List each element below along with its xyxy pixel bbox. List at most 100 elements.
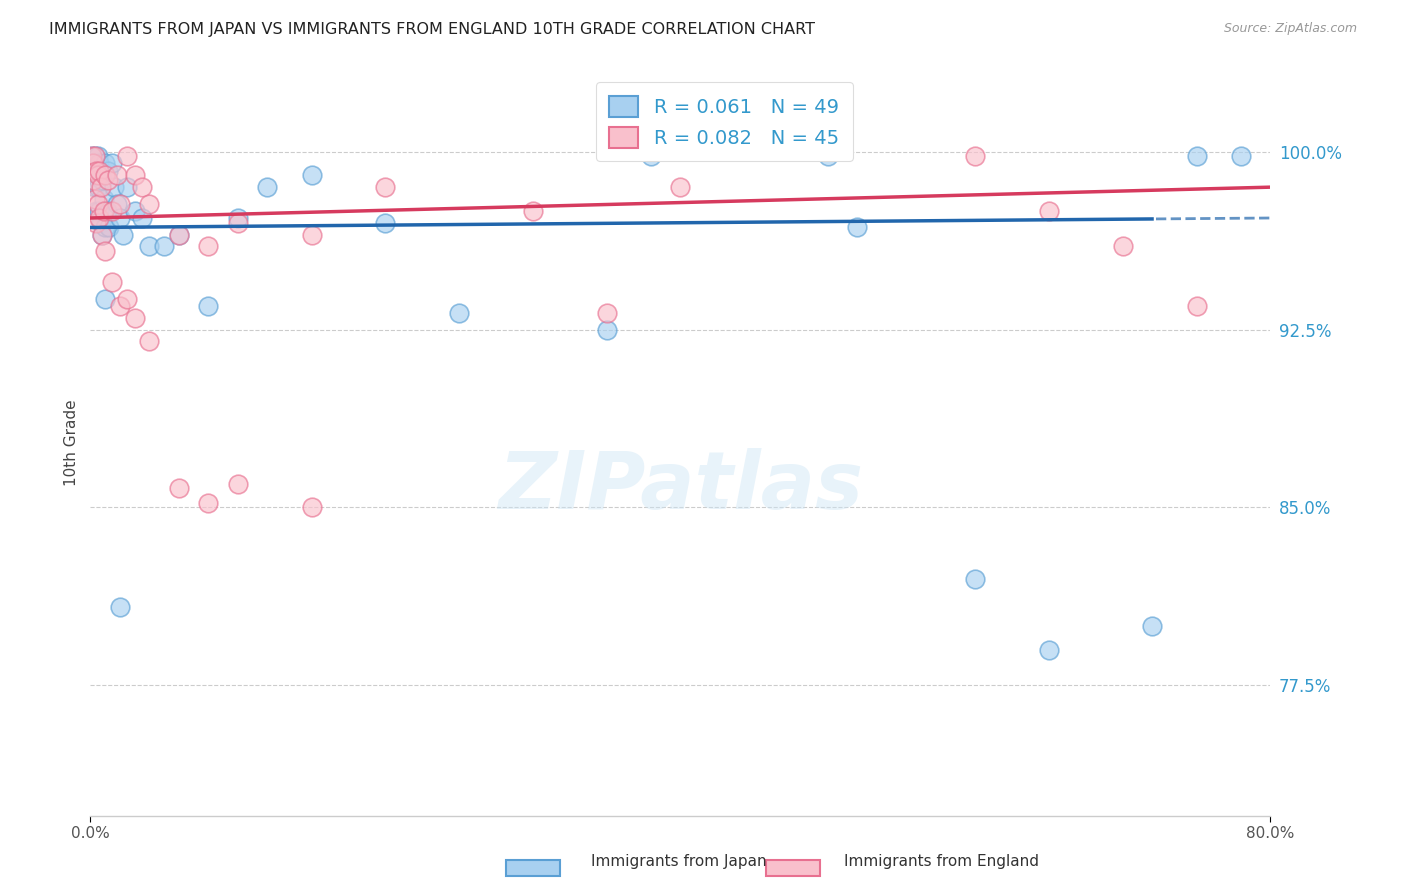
Point (669, 180, 692, 194)
Point (83, 180, 105, 194)
Point (111, 227, 134, 242)
Point (89, 156, 111, 170)
Point (93, 203, 115, 218)
Point (105, 169, 128, 183)
Point (84, 163, 107, 178)
Point (640, 149, 662, 163)
Point (83, 149, 105, 163)
Point (301, 227, 323, 242)
Point (84, 163, 107, 178)
Point (101, 275, 124, 289)
Point (90, 180, 112, 194)
Point (86, 169, 108, 183)
Point (91, 227, 114, 242)
Point (94, 244, 117, 259)
Point (82, 169, 104, 183)
Point (124, 310, 146, 325)
Point (965, 149, 987, 163)
Point (94, 292, 117, 306)
Point (108, 196, 131, 211)
Point (91, 227, 114, 242)
Point (226, 211, 249, 225)
Point (522, 203, 544, 218)
Point (226, 216, 249, 230)
Point (115, 149, 138, 163)
Y-axis label: 10th Grade: 10th Grade (65, 399, 79, 485)
Point (93, 192, 115, 206)
Point (846, 220, 869, 235)
Text: Source: ZipAtlas.com: Source: ZipAtlas.com (1223, 22, 1357, 36)
Point (124, 203, 146, 218)
Point (374, 180, 396, 194)
Point (301, 169, 323, 183)
Point (101, 156, 124, 170)
Point (108, 211, 131, 225)
Point (138, 196, 160, 211)
Point (97, 173, 120, 187)
Point (124, 169, 146, 183)
Point (94, 156, 117, 170)
Point (89, 211, 111, 225)
Point (301, 500, 323, 515)
Point (108, 600, 131, 615)
Point (83, 192, 105, 206)
Point (1185, 299, 1208, 313)
Point (105, 196, 128, 211)
Point (84, 216, 107, 230)
Point (90, 169, 112, 183)
Point (94, 220, 117, 235)
Point (89, 163, 111, 178)
Point (103, 180, 125, 194)
Point (86, 180, 108, 194)
Point (226, 476, 249, 491)
Point (90, 216, 112, 230)
Point (83, 149, 105, 163)
Point (91, 173, 114, 187)
Text: Immigrants from England: Immigrants from England (844, 854, 1039, 869)
Point (98, 220, 121, 235)
Point (1112, 239, 1135, 253)
Point (131, 211, 153, 225)
Point (1230, 149, 1253, 163)
Point (86, 149, 108, 163)
Point (1038, 203, 1060, 218)
Point (167, 482, 190, 496)
Point (108, 299, 131, 313)
Text: ZIPatlas: ZIPatlas (498, 448, 863, 526)
Point (82, 156, 104, 170)
Point (115, 292, 138, 306)
Point (138, 239, 160, 253)
Point (153, 239, 176, 253)
Point (80, 149, 103, 163)
Point (374, 216, 396, 230)
Point (82, 173, 104, 187)
Point (84, 203, 107, 218)
Point (197, 239, 219, 253)
Text: IMMIGRANTS FROM JAPAN VS IMMIGRANTS FROM ENGLAND 10TH GRADE CORRELATION CHART: IMMIGRANTS FROM JAPAN VS IMMIGRANTS FROM… (49, 22, 815, 37)
Point (101, 203, 124, 218)
Point (256, 180, 278, 194)
Point (817, 149, 839, 163)
Point (86, 196, 108, 211)
Point (97, 163, 120, 178)
Point (197, 299, 219, 313)
Point (131, 180, 153, 194)
Point (197, 496, 219, 510)
Point (595, 322, 617, 336)
Point (82, 156, 104, 170)
Point (94, 169, 117, 183)
Point (965, 572, 987, 586)
Point (595, 306, 617, 320)
Point (138, 334, 160, 349)
Legend: R = 0.061   N = 49, R = 0.082   N = 45: R = 0.061 N = 49, R = 0.082 N = 45 (596, 82, 853, 161)
Point (89, 203, 111, 218)
Point (1142, 619, 1164, 633)
Point (80, 149, 103, 163)
Point (167, 227, 190, 242)
Point (96, 203, 118, 218)
Point (115, 180, 138, 194)
Point (1185, 149, 1208, 163)
Point (167, 227, 190, 242)
Point (1038, 642, 1060, 657)
Text: Immigrants from Japan: Immigrants from Japan (591, 854, 766, 869)
